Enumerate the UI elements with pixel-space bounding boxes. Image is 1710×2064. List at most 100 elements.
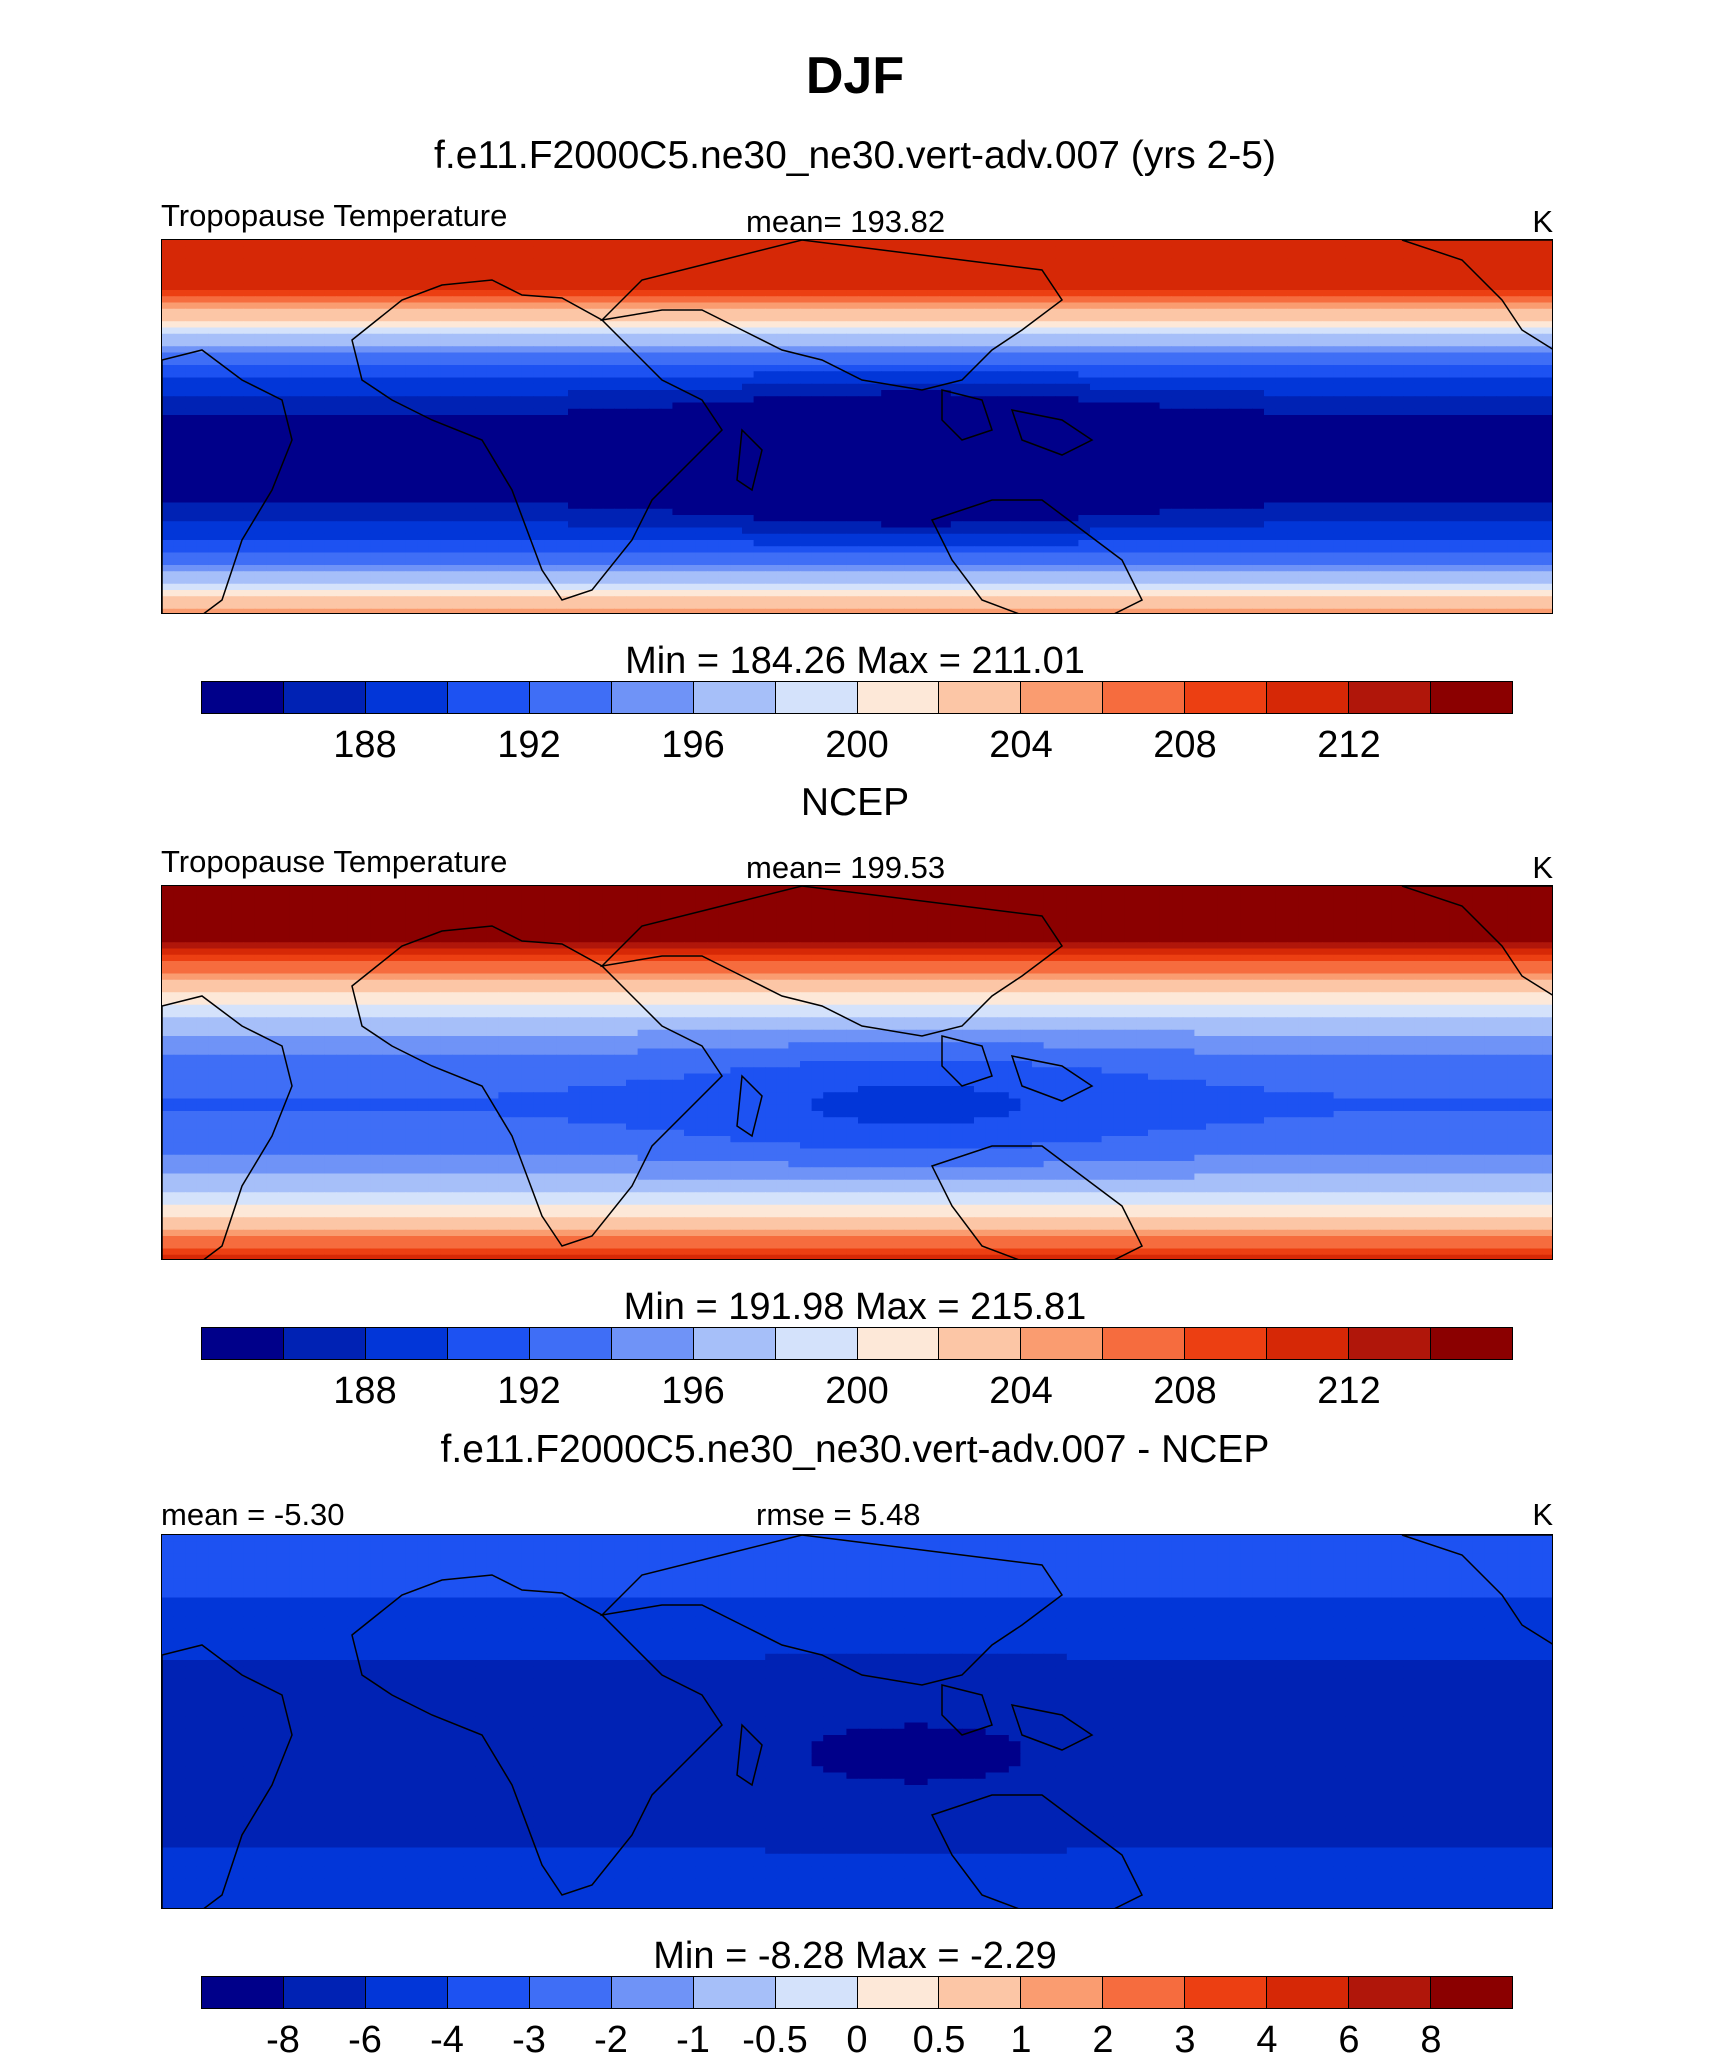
contour-cell [800, 271, 813, 279]
contour-cell [336, 383, 349, 391]
contour-cell [1310, 408, 1323, 416]
contour-cell [1356, 371, 1369, 379]
contour-cell [1264, 396, 1277, 404]
contour-cell [1032, 346, 1045, 354]
contour-cell [1124, 333, 1137, 341]
contour-cell [718, 290, 731, 297]
contour-cell [1484, 415, 1497, 422]
contour-cell [939, 258, 952, 266]
contour-cell [185, 408, 198, 416]
contour-cell [753, 315, 766, 322]
contour-cell [649, 465, 662, 472]
contour-cell [498, 321, 511, 329]
contour-cell [394, 296, 407, 304]
contour-cell [289, 346, 302, 354]
contour-cell [1298, 252, 1311, 260]
contour-cell [347, 327, 360, 335]
contour-cell [602, 352, 615, 360]
contour-cell [684, 296, 697, 304]
contour-cell [660, 252, 673, 260]
contour-cell [324, 340, 337, 347]
contour-cell [1264, 365, 1277, 372]
contour-cell [336, 421, 349, 429]
contour-cell [591, 396, 604, 404]
contour-cell [359, 252, 372, 260]
contour-cell [881, 383, 894, 391]
contour-cell [510, 327, 523, 335]
contour-cell [1403, 471, 1416, 479]
contour-cell [1287, 446, 1300, 454]
contour-cell [1252, 277, 1265, 285]
contour-cell [718, 258, 731, 266]
contour-cell [1275, 296, 1288, 304]
contour-cell [1043, 421, 1056, 429]
contour-cell [927, 333, 940, 341]
contour-cell [173, 483, 186, 491]
contour-cell [312, 302, 325, 310]
contour-cell [869, 465, 882, 472]
contour-cell [231, 352, 244, 360]
contour-cell [556, 265, 569, 272]
contour-cell [1020, 290, 1033, 297]
contour-cell [834, 290, 847, 297]
contour-cell [185, 421, 198, 429]
contour-cell [417, 365, 430, 372]
contour-cell [498, 327, 511, 335]
contour-cell [614, 377, 627, 385]
contour-cell [1194, 240, 1207, 247]
contour-cell [1345, 408, 1358, 416]
contour-cell [1124, 421, 1137, 429]
contour-cell [776, 302, 789, 310]
contour-cell [1159, 433, 1172, 441]
contour-cell [834, 446, 847, 454]
contour-cell [301, 327, 314, 335]
contour-cell [660, 365, 673, 372]
contour-cell [579, 265, 592, 272]
contour-cell [1032, 252, 1045, 260]
contour-cell [1171, 427, 1184, 435]
contour-cell [753, 302, 766, 310]
contour-cell [452, 396, 465, 404]
contour-cell [927, 258, 940, 266]
contour-cell [788, 452, 801, 460]
contour-cell [1507, 427, 1520, 435]
contour-cell [278, 246, 291, 254]
contour-cell [1345, 296, 1358, 304]
contour-cell [1542, 408, 1552, 416]
contour-cell [904, 396, 917, 404]
contour-cell [324, 258, 337, 266]
contour-cell [1043, 396, 1056, 404]
contour-cell [823, 390, 836, 397]
panel-subtitle: f.e11.F2000C5.ne30_ne30.vert-adv.007 (yr… [0, 136, 1710, 175]
contour-cell [1136, 327, 1149, 335]
contour-cell [1194, 477, 1207, 485]
contour-cell [266, 271, 279, 279]
contour-cell [1322, 246, 1335, 254]
contour-cell [950, 496, 963, 504]
contour-cell [916, 352, 929, 360]
contour-cell [614, 402, 627, 410]
contour-cell [974, 246, 987, 254]
contour-cell [614, 252, 627, 260]
contour-cell [637, 496, 650, 504]
contour-cell [1322, 352, 1335, 360]
contour-cell [301, 265, 314, 272]
contour-cell [1472, 477, 1485, 485]
contour-cell [1530, 458, 1543, 466]
contour-cell [1542, 258, 1552, 266]
contour-cell [579, 246, 592, 254]
contour-cell [1194, 433, 1207, 441]
contour-cell [1380, 346, 1393, 354]
contour-cell [486, 477, 499, 485]
contour-cell [591, 402, 604, 410]
contour-cell [1368, 383, 1381, 391]
contour-cell [707, 290, 720, 297]
contour-cell [1414, 240, 1427, 247]
contour-cell [452, 477, 465, 485]
contour-cell [521, 471, 534, 479]
contour-cell [1368, 283, 1381, 291]
contour-cell [440, 258, 453, 266]
contour-cell [730, 483, 743, 491]
contour-cell [579, 465, 592, 472]
contour-cell [428, 308, 441, 316]
